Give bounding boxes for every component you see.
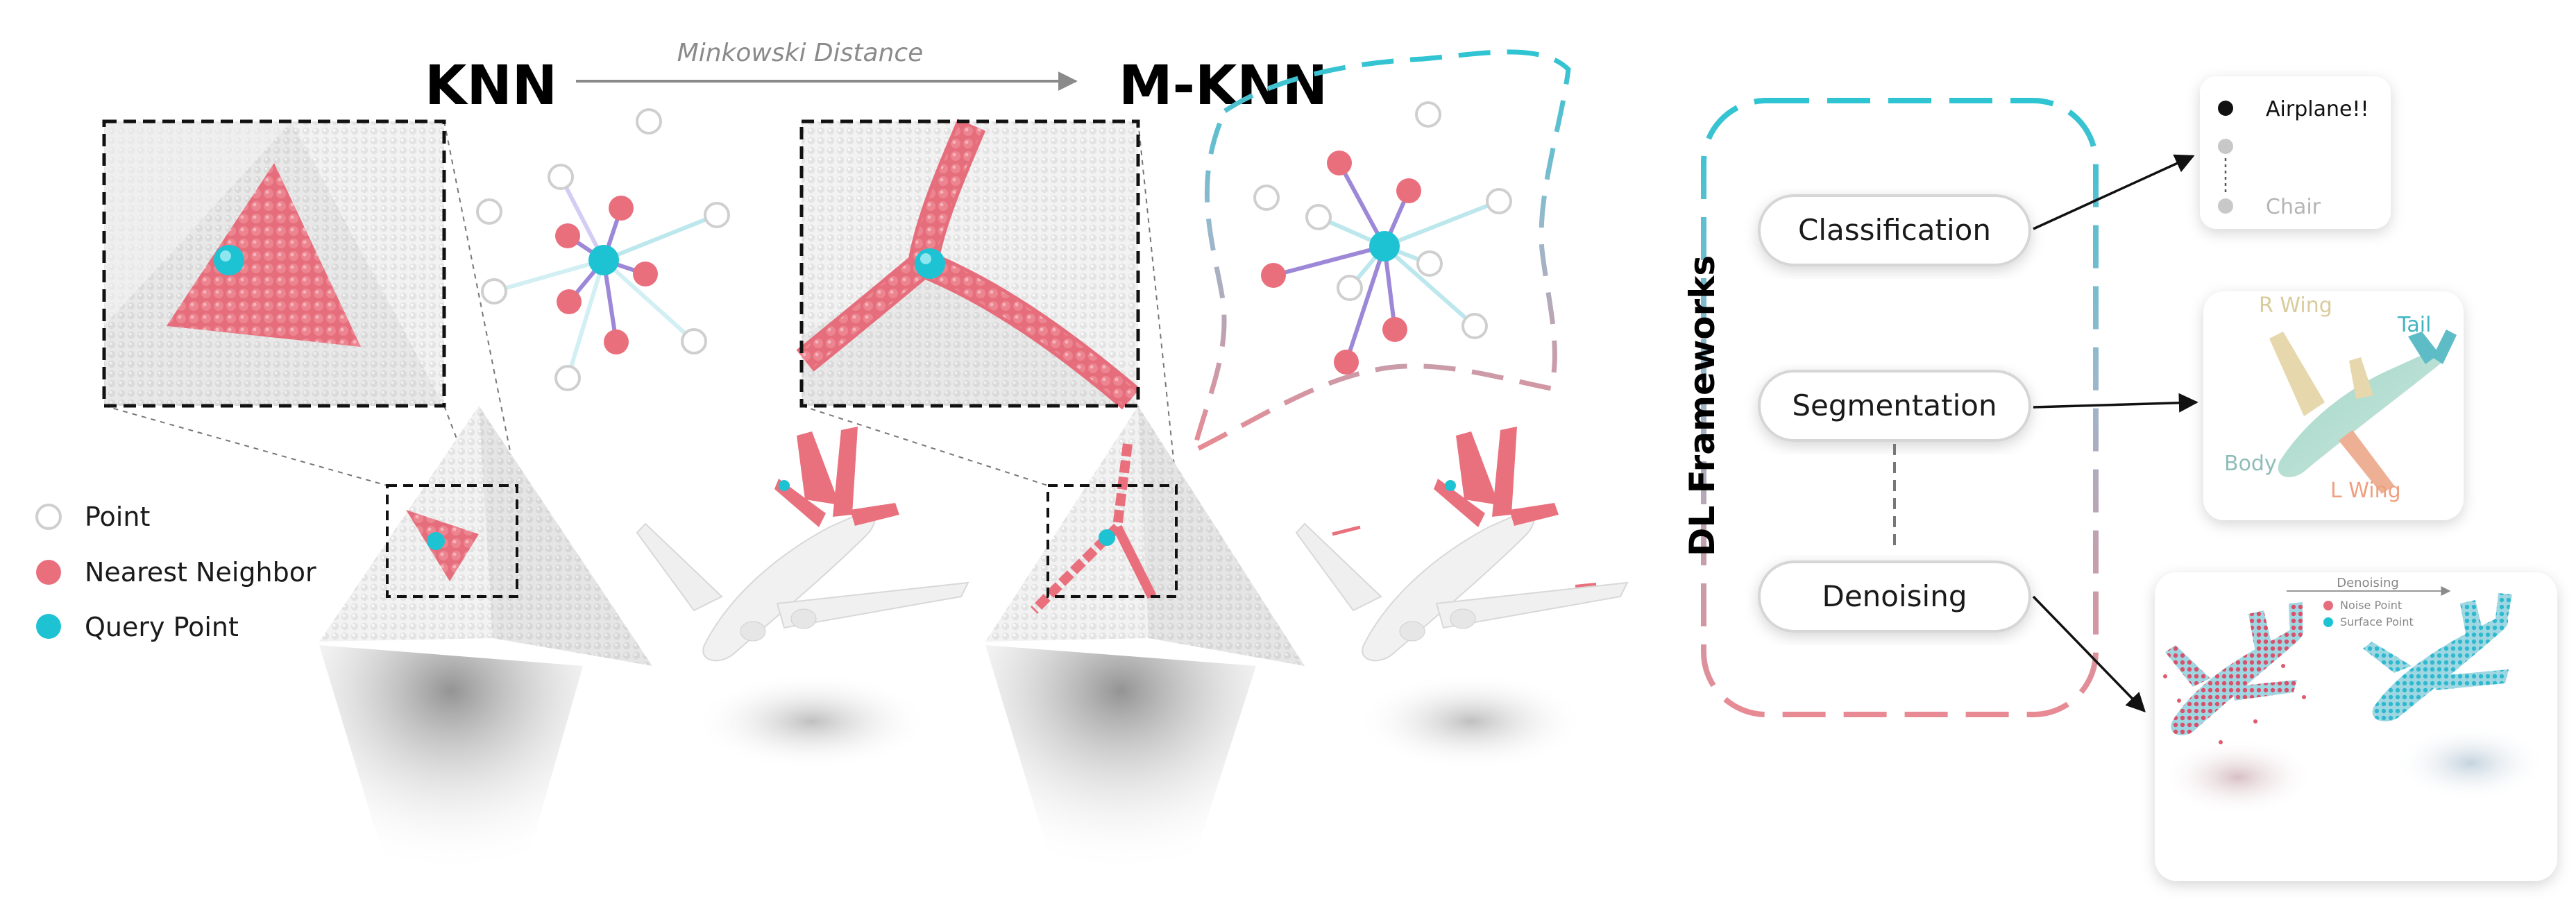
denoising-arrow bbox=[2032, 595, 2146, 713]
mknn-panel bbox=[796, 49, 1629, 874]
framework-dashed-frame bbox=[1701, 98, 2099, 717]
legend-item-point: Point bbox=[35, 502, 150, 532]
knn-zoom-inset bbox=[104, 121, 444, 406]
denoising-output-card: Denoising Noise Point Surface Point bbox=[2155, 572, 2557, 881]
denoising-label: Denoising bbox=[1822, 579, 1967, 613]
knn-zoom-target-box bbox=[386, 484, 518, 598]
seg-tail-label: Tail bbox=[2397, 313, 2431, 337]
segmentation-label: Segmentation bbox=[1792, 388, 1997, 422]
mknn-star-graph bbox=[1253, 101, 1512, 375]
denoise-title-label: Denoising bbox=[2337, 576, 2399, 590]
clean-airplane bbox=[2363, 593, 2512, 721]
denoise-noise-label: Noise Point bbox=[2340, 599, 2402, 612]
seg-body-label: Body bbox=[2224, 452, 2277, 476]
legend-query-label: Query Point bbox=[85, 612, 239, 642]
class-top-label: Airplane!! bbox=[2266, 97, 2369, 121]
dl-frameworks-panel: DL Frameworks Classification Segmentatio… bbox=[1682, 98, 2198, 717]
mknn-zoom-inset-frame bbox=[799, 119, 1140, 408]
knn-title: KNN bbox=[425, 55, 557, 117]
mknn-title: M-KNN bbox=[1119, 55, 1328, 117]
classification-label: Classification bbox=[1798, 213, 1991, 247]
classification-output-card: Airplane!! Chair bbox=[2200, 76, 2391, 229]
mknn-zoom-target-box bbox=[1046, 484, 1178, 598]
minkowski-label: Minkowski Distance bbox=[677, 39, 924, 67]
knn-pyramid bbox=[319, 406, 652, 666]
legend: Point Nearest Neighbor Query Point bbox=[35, 502, 316, 642]
legend-neighbor-label: Nearest Neighbor bbox=[85, 557, 316, 588]
legend-item-neighbor: Nearest Neighbor bbox=[36, 557, 316, 588]
noisy-airplane bbox=[2163, 602, 2306, 744]
mknn-zoom-inset bbox=[796, 119, 1140, 410]
knn-airplane bbox=[636, 427, 969, 770]
mknn-airplane bbox=[1295, 427, 1629, 770]
denoising-box: Denoising bbox=[1758, 560, 2031, 633]
seg-l-wing-label: L Wing bbox=[2330, 479, 2401, 503]
legend-item-query: Query Point bbox=[36, 612, 239, 642]
classification-box: Classification bbox=[1758, 194, 2031, 266]
classification-arrow bbox=[2033, 154, 2195, 230]
mknn-pyramid bbox=[985, 406, 1305, 666]
knn-star-graph bbox=[476, 108, 730, 391]
segmentation-box: Segmentation bbox=[1758, 370, 2031, 442]
warped-space-frame bbox=[1189, 49, 1571, 456]
segmentation-output-card: R Wing Tail Body L Wing bbox=[2203, 291, 2464, 520]
knn-panel: Point Nearest Neighbor Query Point bbox=[35, 108, 969, 874]
legend-point-label: Point bbox=[85, 502, 150, 532]
segmentation-arrow bbox=[2033, 393, 2198, 413]
denoise-surface-label: Surface Point bbox=[2340, 615, 2414, 628]
framework-title: DL Frameworks bbox=[1682, 255, 1722, 556]
class-bottom-label: Chair bbox=[2266, 195, 2321, 219]
seg-r-wing-label: R Wing bbox=[2259, 293, 2332, 318]
